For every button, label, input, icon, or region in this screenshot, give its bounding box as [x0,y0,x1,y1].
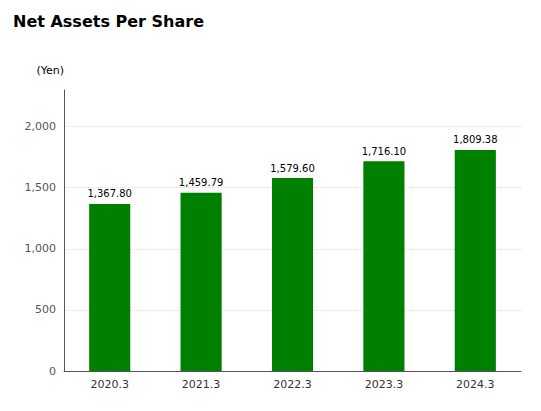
svg-text:1,367.80: 1,367.80 [87,188,132,199]
svg-text:2022.3: 2022.3 [273,378,312,391]
svg-text:2024.3: 2024.3 [456,378,495,391]
svg-text:0: 0 [49,365,56,378]
svg-text:2020.3: 2020.3 [90,378,129,391]
svg-text:2,000: 2,000 [25,120,57,133]
svg-text:1,459.79: 1,459.79 [179,177,224,188]
svg-text:2023.3: 2023.3 [365,378,404,391]
svg-text:1,716.10: 1,716.10 [362,146,407,157]
svg-text:1,809.38: 1,809.38 [453,134,498,145]
svg-text:1,500: 1,500 [25,181,57,194]
svg-text:(Yen): (Yen) [36,64,64,77]
svg-text:Net Assets Per Share: Net Assets Per Share [13,12,204,31]
svg-text:500: 500 [35,303,56,316]
svg-text:1,579.60: 1,579.60 [270,163,315,174]
svg-text:1,000: 1,000 [25,242,57,255]
svg-text:2021.3: 2021.3 [182,378,221,391]
